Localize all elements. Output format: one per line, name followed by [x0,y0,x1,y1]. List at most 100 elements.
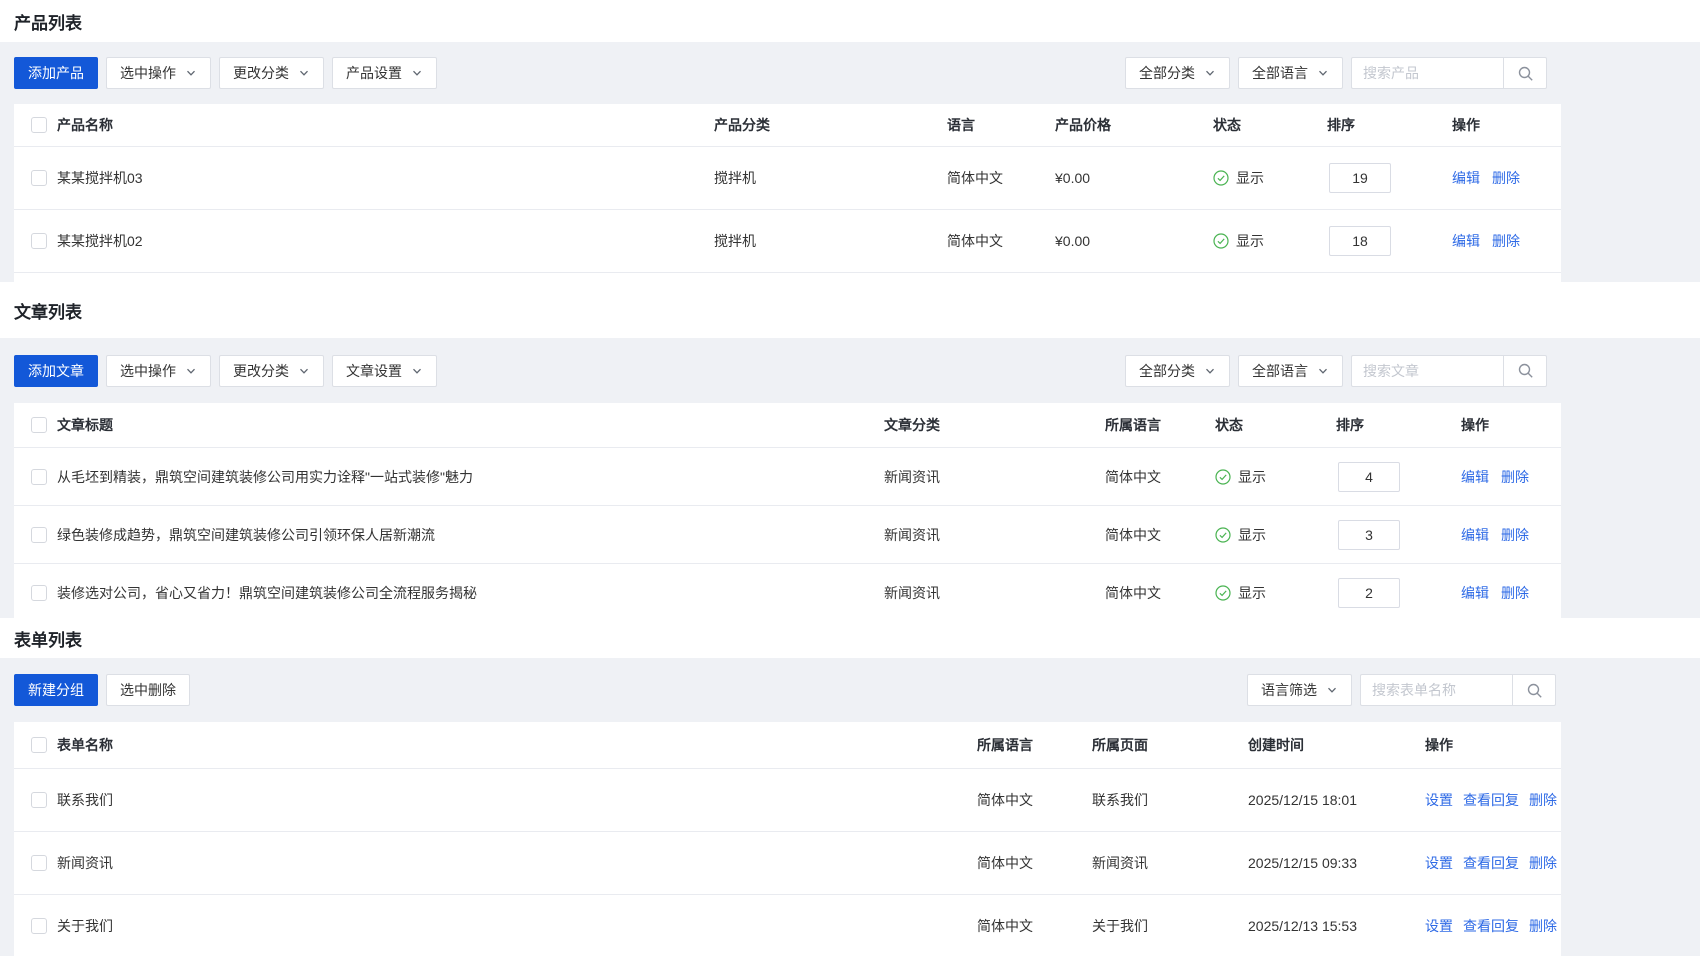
article-search-input[interactable] [1351,354,1503,387]
chevron-down-icon [1205,368,1215,373]
column-header: 表单名称 [57,737,113,753]
column-header: 操作 [1425,737,1453,753]
dropdown-label: 语言筛选 [1261,682,1317,698]
delete-link[interactable]: 删除 [1492,170,1520,186]
sort-input[interactable] [1338,577,1400,608]
settings-link[interactable]: 设置 [1425,918,1453,934]
article-category: 新闻资讯 [884,584,940,601]
edit-link[interactable]: 编辑 [1452,233,1480,249]
view-replies-link[interactable]: 查看回复 [1463,792,1519,808]
article-category-filter-dropdown[interactable]: 全部分类 [1125,354,1230,387]
products-title-band: 产品列表 [0,0,1700,42]
delete-link[interactable]: 删除 [1529,855,1557,871]
product-settings-dropdown[interactable]: 产品设置 [332,57,437,89]
product-name: 某某搅拌机02 [57,233,143,249]
row-checkbox[interactable] [31,233,47,249]
new-group-button[interactable]: 新建分组 [14,674,98,706]
edit-link[interactable]: 编辑 [1461,584,1489,601]
delete-selected-button[interactable]: 选中删除 [106,674,190,706]
column-header: 所属页面 [1092,737,1148,753]
products-toolbar: 添加产品 选中操作 更改分类 产品设置 全部分类 全部语言 [0,42,1700,104]
article-language-filter-dropdown[interactable]: 全部语言 [1238,354,1343,387]
row-checkbox[interactable] [31,918,47,934]
delete-link[interactable]: 删除 [1501,584,1529,601]
row-checkbox[interactable] [31,855,47,871]
add-product-button[interactable]: 添加产品 [14,57,98,89]
sort-input[interactable] [1329,226,1391,256]
form-language: 简体中文 [977,792,1033,808]
row-checkbox[interactable] [31,526,47,543]
forms-title: 表单列表 [14,630,82,650]
select-all-checkbox[interactable] [31,117,47,133]
article-bulk-actions-dropdown[interactable]: 选中操作 [106,354,211,387]
product-search-button[interactable] [1503,57,1547,89]
column-header: 产品名称 [57,117,113,133]
product-language: 简体中文 [947,170,1003,186]
status-badge: 显示 [1213,168,1327,188]
product-price: ¥0.00 [1055,233,1091,249]
product-change-category-dropdown[interactable]: 更改分类 [219,57,324,89]
row-checkbox[interactable] [31,584,47,601]
edit-link[interactable]: 编辑 [1452,170,1480,186]
view-replies-link[interactable]: 查看回复 [1463,918,1519,934]
article-settings-dropdown[interactable]: 文章设置 [332,354,437,387]
row-checkbox[interactable] [31,792,47,808]
row-checkbox[interactable] [31,468,47,485]
product-category-filter-dropdown[interactable]: 全部分类 [1125,57,1230,89]
dropdown-label: 更改分类 [233,65,289,81]
articles-title: 文章列表 [14,302,82,322]
products-table-header: 产品名称 产品分类 语言 产品价格 状态 排序 操作 [14,104,1561,146]
product-language-filter-dropdown[interactable]: 全部语言 [1238,57,1343,89]
form-name: 关于我们 [57,918,113,934]
products-title: 产品列表 [14,13,82,33]
delete-link[interactable]: 删除 [1529,918,1557,934]
select-all-checkbox[interactable] [31,737,47,753]
sort-input[interactable] [1338,519,1400,550]
dropdown-label: 选中操作 [120,65,176,81]
column-header: 排序 [1336,417,1364,433]
dropdown-label: 产品设置 [346,65,402,81]
add-article-button[interactable]: 添加文章 [14,354,98,387]
edit-link[interactable]: 编辑 [1461,526,1489,543]
product-category: 搅拌机 [714,170,756,186]
edit-link[interactable]: 编辑 [1461,468,1489,485]
articles-title-band: 文章列表 [0,282,1700,338]
form-language-filter-dropdown[interactable]: 语言筛选 [1247,674,1352,706]
table-row: 某某搅拌机03 搅拌机 简体中文 ¥0.00 显示 编辑 删除 [14,146,1561,209]
settings-link[interactable]: 设置 [1425,855,1453,871]
status-badge: 显示 [1215,525,1336,545]
form-search-button[interactable] [1512,674,1556,706]
status-text: 显示 [1238,468,1266,485]
row-checkbox[interactable] [31,170,47,186]
sort-input[interactable] [1329,163,1391,193]
chevron-down-icon [299,368,309,373]
settings-link[interactable]: 设置 [1425,792,1453,808]
delete-link[interactable]: 删除 [1492,233,1520,249]
delete-link[interactable]: 删除 [1529,792,1557,808]
chevron-down-icon [1205,70,1215,76]
form-created-time: 2025/12/13 15:53 [1248,918,1357,934]
view-replies-link[interactable]: 查看回复 [1463,855,1519,871]
select-all-checkbox[interactable] [31,417,47,433]
product-search-group [1351,57,1547,89]
delete-link[interactable]: 删除 [1501,526,1529,543]
status-badge: 显示 [1215,583,1336,603]
form-search-group [1360,674,1556,706]
search-icon [1518,363,1533,378]
form-created-time: 2025/12/15 09:33 [1248,855,1357,871]
sort-input[interactable] [1338,461,1400,492]
table-row: 某某搅拌机02 搅拌机 简体中文 ¥0.00 显示 编辑 删除 [14,209,1561,272]
articles-table-header: 文章标题 文章分类 所属语言 状态 排序 操作 [14,403,1561,447]
delete-link[interactable]: 删除 [1501,468,1529,485]
products-table: 产品名称 产品分类 语言 产品价格 状态 排序 操作 某某搅拌机03 搅拌机 简… [14,104,1561,282]
article-language: 简体中文 [1105,526,1161,543]
dropdown-label: 更改分类 [233,362,289,379]
dropdown-label: 文章设置 [346,362,402,379]
column-header: 状态 [1213,117,1241,133]
article-change-category-dropdown[interactable]: 更改分类 [219,354,324,387]
form-search-input[interactable] [1360,674,1512,706]
product-search-input[interactable] [1351,57,1503,89]
product-bulk-actions-dropdown[interactable]: 选中操作 [106,57,211,89]
status-text: 显示 [1236,233,1264,249]
article-search-button[interactable] [1503,354,1547,387]
